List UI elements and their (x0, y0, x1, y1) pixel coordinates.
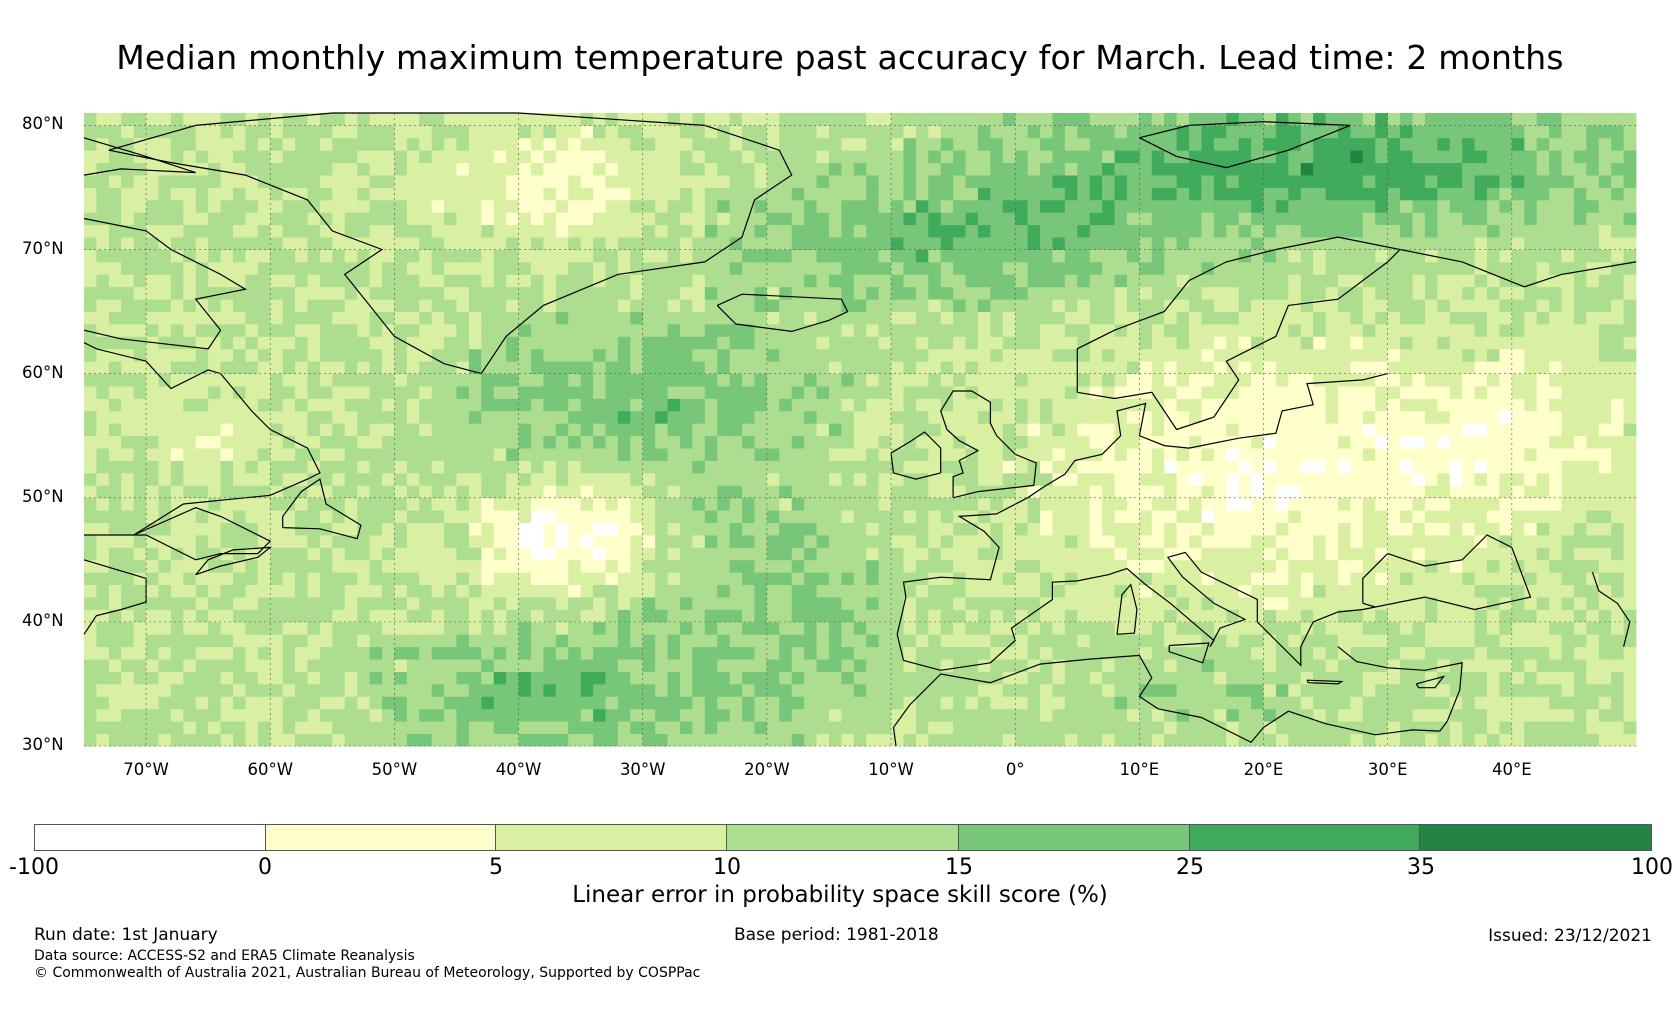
lat-label-80: 80°N (22, 114, 64, 134)
colorbar-tick: 5 (489, 855, 503, 880)
run-date: Run date: 1st January (34, 925, 218, 945)
data-source: Data source: ACCESS-S2 and ERA5 Climate … (34, 948, 415, 964)
copyright: © Commonwealth of Australia 2021, Austra… (34, 965, 701, 981)
graticule (84, 113, 1636, 747)
lat-label-40: 40°N (22, 610, 64, 630)
coastlines (83, 112, 1637, 747)
issued-date: Issued: 23/12/2021 (1488, 926, 1652, 946)
lon-label-30w: 30°W (619, 760, 666, 779)
lon-label-30e: 30°E (1367, 760, 1408, 779)
lat-label-30: 30°N (22, 735, 64, 754)
lon-label-60w: 60°W (247, 760, 294, 779)
base-period: Base period: 1981-2018 (734, 925, 939, 945)
chart-title: Median monthly maximum temperature past … (116, 38, 1564, 77)
colorbar-bin (35, 825, 266, 850)
lon-label-40w: 40°W (495, 760, 542, 779)
colorbar-bin (496, 825, 728, 850)
colorbar-label: Linear error in probability space skill … (572, 882, 1108, 908)
colorbar-tick: 35 (1407, 855, 1435, 880)
colorbar-bin (1420, 825, 1652, 850)
colorbar-tick: 10 (713, 855, 741, 880)
colorbar-tick: -100 (9, 855, 59, 880)
colorbar-tick: 0 (258, 855, 272, 880)
skill-score-grid (84, 113, 1637, 747)
colorbar-bin (727, 825, 959, 850)
lon-label-10e: 10°E (1119, 760, 1160, 779)
colorbar-bin (1189, 825, 1421, 850)
lon-label-50w: 50°W (371, 760, 418, 779)
lat-label-70: 70°N (22, 238, 64, 258)
lat-label-60: 60°N (22, 362, 64, 382)
lat-label-50: 50°N (22, 486, 64, 506)
lon-label-0: 0° (1005, 760, 1025, 779)
lon-label-20e: 20°E (1243, 760, 1284, 779)
colorbar-tick: 25 (1176, 855, 1204, 880)
colorbar (34, 824, 1652, 851)
lon-label-10w: 10°W (868, 760, 914, 779)
lon-label-40e: 40°E (1491, 760, 1532, 779)
colorbar-tick: 100 (1631, 855, 1673, 880)
lon-label-20w: 20°W (744, 760, 790, 779)
colorbar-tick: 15 (945, 855, 973, 880)
colorbar-bin (958, 825, 1190, 850)
skill-score-map (83, 112, 1637, 747)
lon-label-70w: 70°W (123, 760, 169, 779)
colorbar-bin (265, 825, 497, 850)
